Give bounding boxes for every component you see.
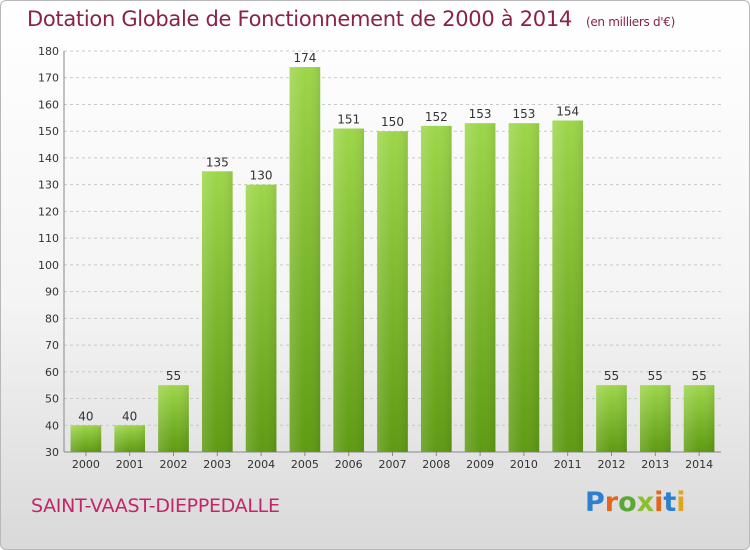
bar-shine-2005 <box>289 67 321 452</box>
bar-shine-2003 <box>201 171 233 453</box>
y-tick-label: 80 <box>45 312 59 325</box>
y-tick-label: 180 <box>38 45 59 58</box>
value-label-2000: 40 <box>78 409 93 423</box>
y-tick-label: 100 <box>38 259 59 272</box>
y-tick-label: 170 <box>38 72 59 85</box>
value-label-2010: 153 <box>512 107 535 121</box>
bar-shine-2006 <box>333 128 365 452</box>
x-tick-label-2014: 2014 <box>685 458 713 471</box>
x-tick-label-2012: 2012 <box>598 458 626 471</box>
x-tick-label-2006: 2006 <box>335 458 363 471</box>
y-tick-label: 30 <box>45 446 59 459</box>
proxiti-logo: Proxiti <box>585 487 686 518</box>
y-tick-label: 50 <box>45 393 59 406</box>
value-label-2005: 174 <box>293 51 316 65</box>
x-tick-label-2001: 2001 <box>116 458 144 471</box>
x-tick-label-2000: 2000 <box>72 458 100 471</box>
value-label-2011: 154 <box>556 105 579 119</box>
y-tick-label: 150 <box>38 125 59 138</box>
y-tick-label: 130 <box>38 179 59 192</box>
x-tick-label-2011: 2011 <box>554 458 582 471</box>
x-tick-label-2008: 2008 <box>422 458 450 471</box>
bar-shine-2002 <box>158 385 189 452</box>
y-tick-label: 40 <box>45 419 59 432</box>
y-tick-label: 60 <box>45 366 59 379</box>
bar-shine-2009 <box>464 123 496 453</box>
bars <box>70 67 715 453</box>
value-label-2002: 55 <box>166 369 181 383</box>
y-tick-label: 90 <box>45 286 59 299</box>
x-tick-label-2013: 2013 <box>641 458 669 471</box>
x-tick-label-2002: 2002 <box>160 458 188 471</box>
y-tick-label: 120 <box>38 205 59 218</box>
x-tick-label-2005: 2005 <box>291 458 319 471</box>
bar-shine-2010 <box>508 123 540 453</box>
bar-shine-2001 <box>114 425 146 452</box>
bar-shine-2013 <box>639 385 671 452</box>
bar-shine-2011 <box>552 120 584 453</box>
value-label-2014: 55 <box>691 369 706 383</box>
bar-shine-2014 <box>683 385 715 452</box>
value-label-2007: 150 <box>381 115 404 129</box>
value-label-2003: 135 <box>206 155 229 169</box>
labels: 40 40 55 135 130 174 151 150 152 153 153 154 55 55 55 <box>78 51 706 423</box>
bar-shine-2004 <box>245 184 277 452</box>
value-label-2004: 130 <box>250 169 273 183</box>
value-label-2001: 40 <box>122 409 137 423</box>
value-label-2012: 55 <box>604 369 619 383</box>
chart-title-text: Dotation Globale de Fonctionnement de 20… <box>27 7 572 31</box>
bar-shine-2000 <box>70 425 102 452</box>
chart-unit: (en milliers d'€) <box>585 15 675 29</box>
x-tick-label-2007: 2007 <box>379 458 407 471</box>
x-tick-label-2003: 2003 <box>203 458 231 471</box>
axes: 30 40 50 60 70 80 90 100 110 120 130 140 150 160 170 18… <box>38 45 721 471</box>
value-label-2008: 152 <box>425 110 448 124</box>
y-tick-label: 160 <box>38 98 59 111</box>
commune-name: SAINT-VAAST-DIEPPEDALLE <box>31 495 280 517</box>
value-label-2009: 153 <box>469 107 492 121</box>
y-tick-label: 140 <box>38 152 59 165</box>
y-tick-label: 110 <box>38 232 59 245</box>
value-label-2006: 151 <box>337 113 360 127</box>
bar-shine-2012 <box>596 385 627 452</box>
x-tick-label-2004: 2004 <box>247 458 275 471</box>
y-tick-label: 70 <box>45 339 59 352</box>
x-tick-label-2009: 2009 <box>466 458 494 471</box>
bar-shine-2008 <box>420 125 452 452</box>
x-tick-label-2010: 2010 <box>510 458 538 471</box>
chart-title: Dotation Globale de Fonctionnement de 20… <box>27 7 675 31</box>
value-label-2013: 55 <box>648 369 663 383</box>
bar-shine-2007 <box>377 131 408 452</box>
